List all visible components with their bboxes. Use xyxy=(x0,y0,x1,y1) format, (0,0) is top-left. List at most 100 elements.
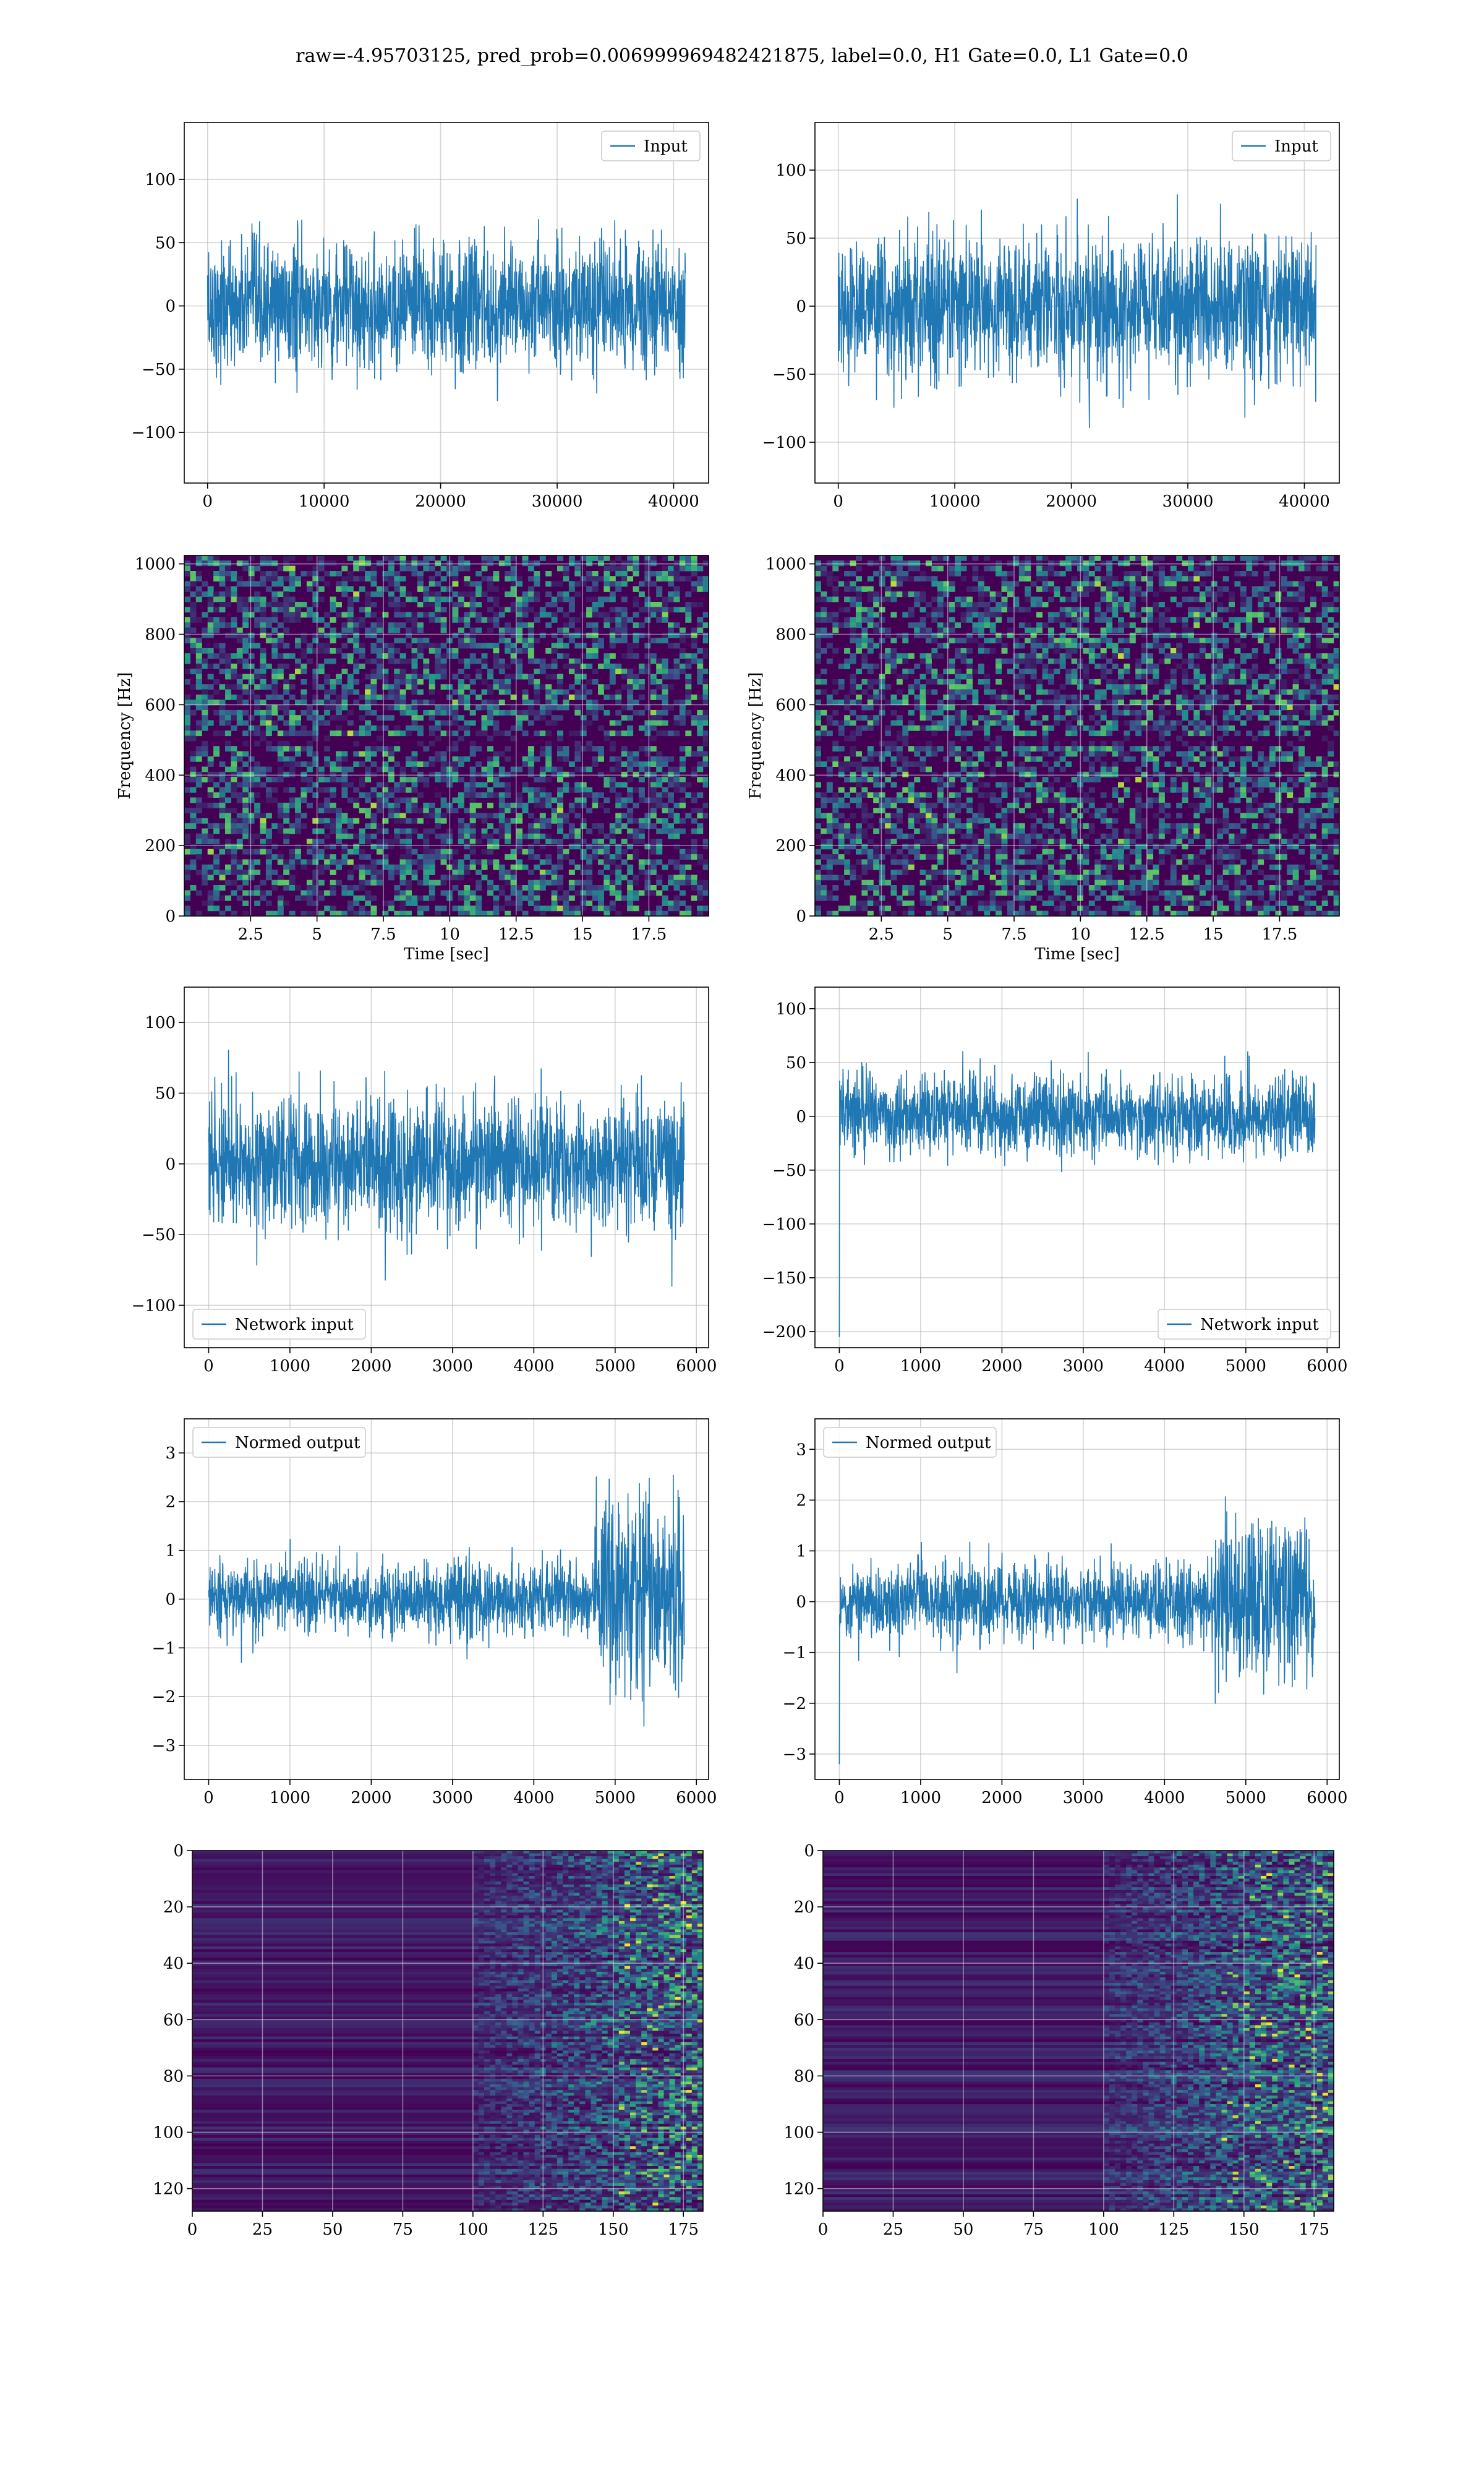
heatmap-cell xyxy=(702,730,709,737)
heatmap-cell xyxy=(510,771,517,777)
heatmap-cell xyxy=(277,808,284,813)
heatmap-cell xyxy=(685,602,692,607)
heatmap-cell xyxy=(225,823,231,829)
heatmap-cell xyxy=(850,905,856,912)
heatmap-cell xyxy=(826,771,833,777)
heatmap-cell xyxy=(242,777,249,782)
heatmap-cell xyxy=(821,895,827,901)
heatmap-cell xyxy=(1047,643,1054,649)
heatmap-cell xyxy=(225,818,231,824)
heatmap-cell xyxy=(353,751,360,757)
heatmap-cell xyxy=(341,586,348,592)
heatmap-cell xyxy=(353,844,360,850)
heatmap-cell xyxy=(966,880,973,886)
heatmap-cell xyxy=(265,854,272,860)
heatmap-cell xyxy=(960,833,967,839)
heatmap-cell xyxy=(406,864,412,870)
heatmap-cell xyxy=(312,875,319,881)
heatmap-cell xyxy=(458,627,464,633)
heatmap-cell xyxy=(318,864,325,870)
heatmap-cell xyxy=(336,704,342,711)
heatmap-cell xyxy=(873,643,880,649)
heatmap-cell xyxy=(359,648,365,654)
heatmap-cell xyxy=(242,849,249,855)
heatmap-cell xyxy=(1007,669,1013,675)
heatmap-cell xyxy=(411,756,418,762)
heatmap-cell xyxy=(481,730,488,737)
heatmap-cell xyxy=(685,709,692,716)
heatmap-cell xyxy=(184,895,190,901)
heatmap-cell xyxy=(673,571,680,576)
heatmap-cell xyxy=(609,859,616,865)
heatmap-cell xyxy=(388,905,394,912)
heatmap-cell xyxy=(885,591,892,597)
heatmap-cell xyxy=(650,735,657,742)
heatmap-cell xyxy=(481,864,488,870)
heatmap-cell xyxy=(440,658,447,664)
heatmap-cell xyxy=(277,880,284,886)
heatmap-cell xyxy=(498,709,505,716)
heatmap-cell xyxy=(312,756,319,762)
heatmap-cell xyxy=(458,694,464,700)
heatmap-cell xyxy=(656,792,663,798)
heatmap-cell xyxy=(469,782,476,788)
heatmap-cell xyxy=(452,709,459,716)
heatmap-cell xyxy=(955,596,962,602)
heatmap-cell xyxy=(926,627,932,633)
heatmap-cell xyxy=(231,571,237,576)
heatmap-cell xyxy=(225,880,231,886)
heatmap-cell xyxy=(896,730,903,737)
heatmap-cell xyxy=(815,746,821,752)
heatmap-cell xyxy=(931,565,938,571)
heatmap-cell xyxy=(440,849,447,855)
heatmap-cell xyxy=(989,704,996,711)
heatmap-cell xyxy=(248,694,255,700)
heatmap-cell xyxy=(908,709,915,716)
heatmap-cell xyxy=(960,596,967,602)
heatmap-cell xyxy=(1036,602,1043,607)
heatmap-cell xyxy=(336,761,342,767)
heatmap-cell xyxy=(844,766,851,773)
heatmap-cell xyxy=(336,612,342,618)
heatmap-cell xyxy=(609,766,616,773)
heatmap-cell xyxy=(673,669,680,675)
heatmap-cell xyxy=(399,694,406,700)
heatmap-cell xyxy=(330,890,336,896)
heatmap-cell xyxy=(469,802,476,808)
heatmap-cell xyxy=(271,653,278,659)
heatmap-cell xyxy=(184,849,190,855)
heatmap-cell xyxy=(989,715,996,721)
heatmap-cell xyxy=(510,586,517,592)
heatmap-cell xyxy=(271,709,278,716)
heatmap-cell xyxy=(673,813,680,819)
heatmap-cell xyxy=(896,813,903,819)
heatmap-cell xyxy=(534,833,540,839)
heatmap-cell xyxy=(679,720,686,726)
heatmap-cell xyxy=(429,761,435,767)
heatmap-cell xyxy=(937,591,944,597)
heatmap-cell xyxy=(592,802,599,808)
heatmap-cell xyxy=(955,674,962,680)
heatmap-cell xyxy=(527,756,534,762)
heatmap-cell xyxy=(580,653,587,659)
heatmap-cell xyxy=(341,581,348,587)
heatmap-cell xyxy=(902,797,909,803)
heatmap-cell xyxy=(225,870,231,875)
heatmap-cell xyxy=(896,859,903,865)
heatmap-cell xyxy=(289,864,296,870)
heatmap-cell xyxy=(861,766,868,773)
heatmap-cell xyxy=(850,627,856,633)
heatmap-cell xyxy=(1007,725,1013,731)
heatmap-cell xyxy=(527,813,534,819)
heatmap-cell xyxy=(879,689,885,695)
heatmap-cell xyxy=(656,875,663,881)
heatmap-cell xyxy=(668,782,674,788)
heatmap-cell xyxy=(388,901,394,906)
heatmap-cell xyxy=(365,596,372,602)
heatmap-cell xyxy=(545,746,552,752)
heatmap-cell xyxy=(551,880,558,886)
heatmap-cell xyxy=(1001,709,1008,716)
heatmap-cell xyxy=(603,910,610,916)
heatmap-cell xyxy=(1036,833,1043,839)
heatmap-cell xyxy=(551,617,558,623)
